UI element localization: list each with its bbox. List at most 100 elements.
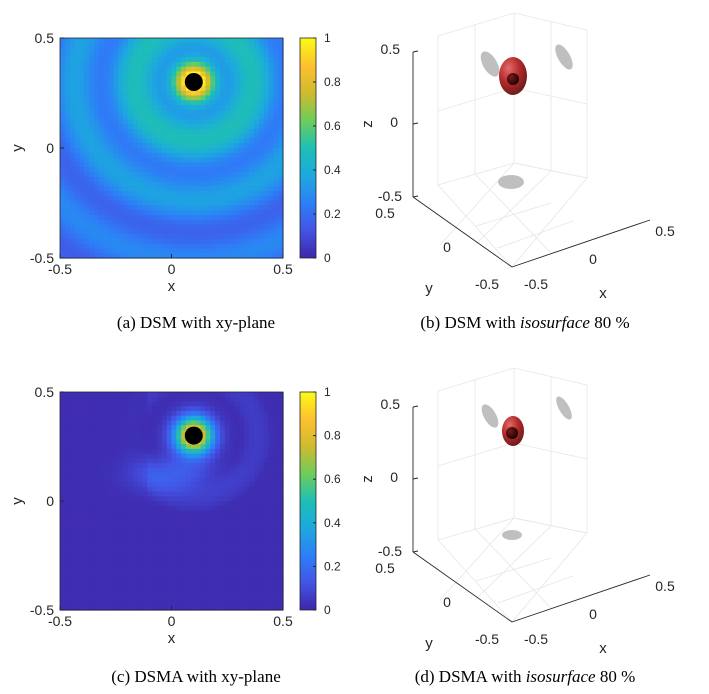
heatmap-cell xyxy=(229,71,236,77)
heatmap-cell xyxy=(190,415,197,422)
heatmap-cell xyxy=(98,458,105,464)
heatmap-cell xyxy=(98,210,105,216)
heatmap-cell xyxy=(74,66,80,73)
heatmap-cell xyxy=(219,519,226,526)
heatmap-cell xyxy=(249,595,255,602)
heatmap-cell xyxy=(84,557,90,564)
heatmap-cell xyxy=(74,138,80,144)
heatmap-cell xyxy=(200,52,207,58)
heatmap-cell xyxy=(190,224,197,230)
heatmap-cell xyxy=(137,453,144,459)
heatmap-cell xyxy=(200,444,207,450)
heatmap-cell xyxy=(205,429,211,436)
heatmap-cell xyxy=(239,238,245,245)
heatmap-cell xyxy=(93,595,100,602)
heatmap-cell xyxy=(181,76,187,82)
heatmap-cell xyxy=(200,467,207,474)
heatmap-cell xyxy=(152,100,158,106)
heatmap-cell xyxy=(181,401,187,407)
heatmap-cell xyxy=(156,392,163,398)
heatmap-cell xyxy=(190,186,197,192)
heatmap-cell xyxy=(69,38,76,44)
heatmap-cell xyxy=(123,157,129,163)
grid-line xyxy=(513,162,588,179)
heatmap-cell xyxy=(108,100,114,106)
heatmap-cell xyxy=(156,396,163,403)
heatmap-cell xyxy=(132,47,139,53)
heatmap-cell xyxy=(244,595,250,602)
heatmap-cell xyxy=(195,219,202,226)
heatmap-cell xyxy=(249,491,255,497)
heatmap-cell xyxy=(205,124,211,130)
heatmap-cell xyxy=(219,396,226,403)
heatmap-cell xyxy=(79,90,85,96)
heatmap-cell xyxy=(93,219,100,226)
heatmap-cell xyxy=(79,210,85,216)
heatmap-cell xyxy=(186,605,192,611)
heatmap-cell xyxy=(98,52,105,58)
heatmap-cell xyxy=(147,243,153,250)
caption: (b) DSM with isosurface 80 % xyxy=(420,313,629,332)
heatmap-cell xyxy=(263,38,270,44)
heatmap-cell xyxy=(244,210,250,216)
heatmap-cell xyxy=(147,162,153,168)
heatmap-cell xyxy=(156,439,163,445)
heatmap-cell xyxy=(166,548,173,554)
heatmap-cell xyxy=(152,410,158,417)
heatmap-cell xyxy=(93,482,100,488)
heatmap-cell xyxy=(278,104,284,111)
heatmap-cell xyxy=(93,200,100,206)
heatmap-cell xyxy=(89,434,95,440)
heatmap-cell xyxy=(79,238,85,245)
heatmap-cell xyxy=(171,76,177,82)
heatmap-cell xyxy=(234,396,240,403)
heatmap-cell xyxy=(98,477,105,483)
heatmap-cell xyxy=(161,176,168,183)
heatmap-cell xyxy=(123,467,129,474)
heatmap-cell xyxy=(234,534,240,540)
heatmap-cell xyxy=(268,557,274,564)
heatmap-cell xyxy=(132,119,139,125)
heatmap-cell xyxy=(60,562,66,568)
heatmap-cell xyxy=(60,57,66,63)
heatmap-cell xyxy=(98,467,105,474)
heatmap-cell xyxy=(195,519,202,526)
heatmap-cell xyxy=(200,543,207,549)
heatmap-cell xyxy=(200,133,207,140)
heatmap-cell xyxy=(64,119,71,125)
heatmap-cell xyxy=(108,219,114,226)
heatmap-cell xyxy=(239,576,245,583)
heatmap-cell xyxy=(186,463,192,469)
heatmap-cell xyxy=(190,529,197,535)
heatmap-cell xyxy=(98,567,105,573)
heatmap-cell xyxy=(161,401,168,407)
heatmap-cell xyxy=(253,505,260,512)
heatmap-cell xyxy=(239,472,245,478)
heatmap-cell xyxy=(123,576,129,583)
heatmap-cell xyxy=(244,114,250,120)
heatmap-cell xyxy=(258,61,265,68)
heatmap-cell xyxy=(253,501,260,507)
heatmap-cell xyxy=(89,214,95,221)
heatmap-cell xyxy=(161,482,168,488)
heatmap-cell xyxy=(171,152,177,159)
heatmap-cell xyxy=(273,195,279,202)
heatmap-cell xyxy=(166,38,173,44)
heatmap-cell xyxy=(127,148,134,154)
heatmap-cell xyxy=(253,138,260,144)
heatmap-cell xyxy=(171,95,177,101)
heatmap-cell xyxy=(215,181,221,187)
heatmap-cell xyxy=(156,234,163,240)
heatmap-cell xyxy=(84,429,90,436)
heatmap-cell xyxy=(190,505,197,512)
heatmap-cell xyxy=(258,66,265,73)
heatmap-cell xyxy=(137,191,144,197)
heatmap-cell xyxy=(195,42,202,49)
heatmap-cell xyxy=(278,71,284,77)
heatmap-cell xyxy=(166,52,173,58)
heatmap-cell xyxy=(258,143,265,149)
heatmap-cell xyxy=(224,581,231,587)
heatmap-cell xyxy=(273,415,279,422)
heatmap-cell xyxy=(103,200,110,206)
heatmap-cell xyxy=(244,425,250,431)
